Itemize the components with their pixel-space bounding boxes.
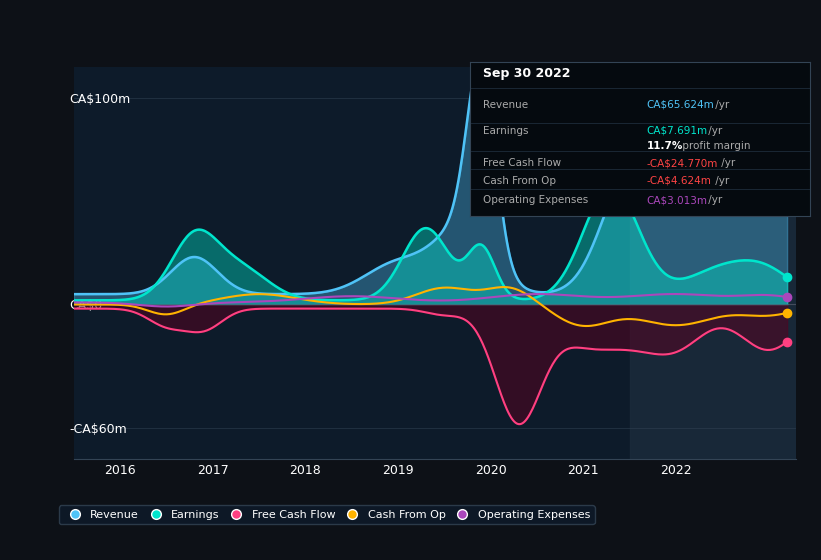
Text: CA$65.624m: CA$65.624m [647, 100, 714, 110]
Text: CA$3.013m: CA$3.013m [647, 195, 708, 205]
Text: Free Cash Flow: Free Cash Flow [484, 158, 562, 168]
Text: /yr: /yr [705, 126, 722, 136]
Text: 11.7%: 11.7% [647, 141, 683, 151]
Text: Cash From Op: Cash From Op [484, 176, 557, 186]
Text: -CA$24.770m: -CA$24.770m [647, 158, 718, 168]
Text: Earnings: Earnings [484, 126, 529, 136]
Legend: Revenue, Earnings, Free Cash Flow, Cash From Op, Operating Expenses: Revenue, Earnings, Free Cash Flow, Cash … [59, 505, 594, 524]
Text: /yr: /yr [705, 195, 722, 205]
Text: CA$7.691m: CA$7.691m [647, 126, 708, 136]
Text: /yr: /yr [712, 176, 729, 186]
Text: Revenue: Revenue [484, 100, 529, 110]
Text: /yr: /yr [718, 158, 736, 168]
Text: /yr: /yr [712, 100, 729, 110]
Text: profit margin: profit margin [679, 141, 750, 151]
Bar [630, 67, 796, 459]
Text: Sep 30 2022: Sep 30 2022 [484, 67, 571, 81]
Text: Operating Expenses: Operating Expenses [484, 195, 589, 205]
Text: -CA$4.624m: -CA$4.624m [647, 176, 712, 186]
